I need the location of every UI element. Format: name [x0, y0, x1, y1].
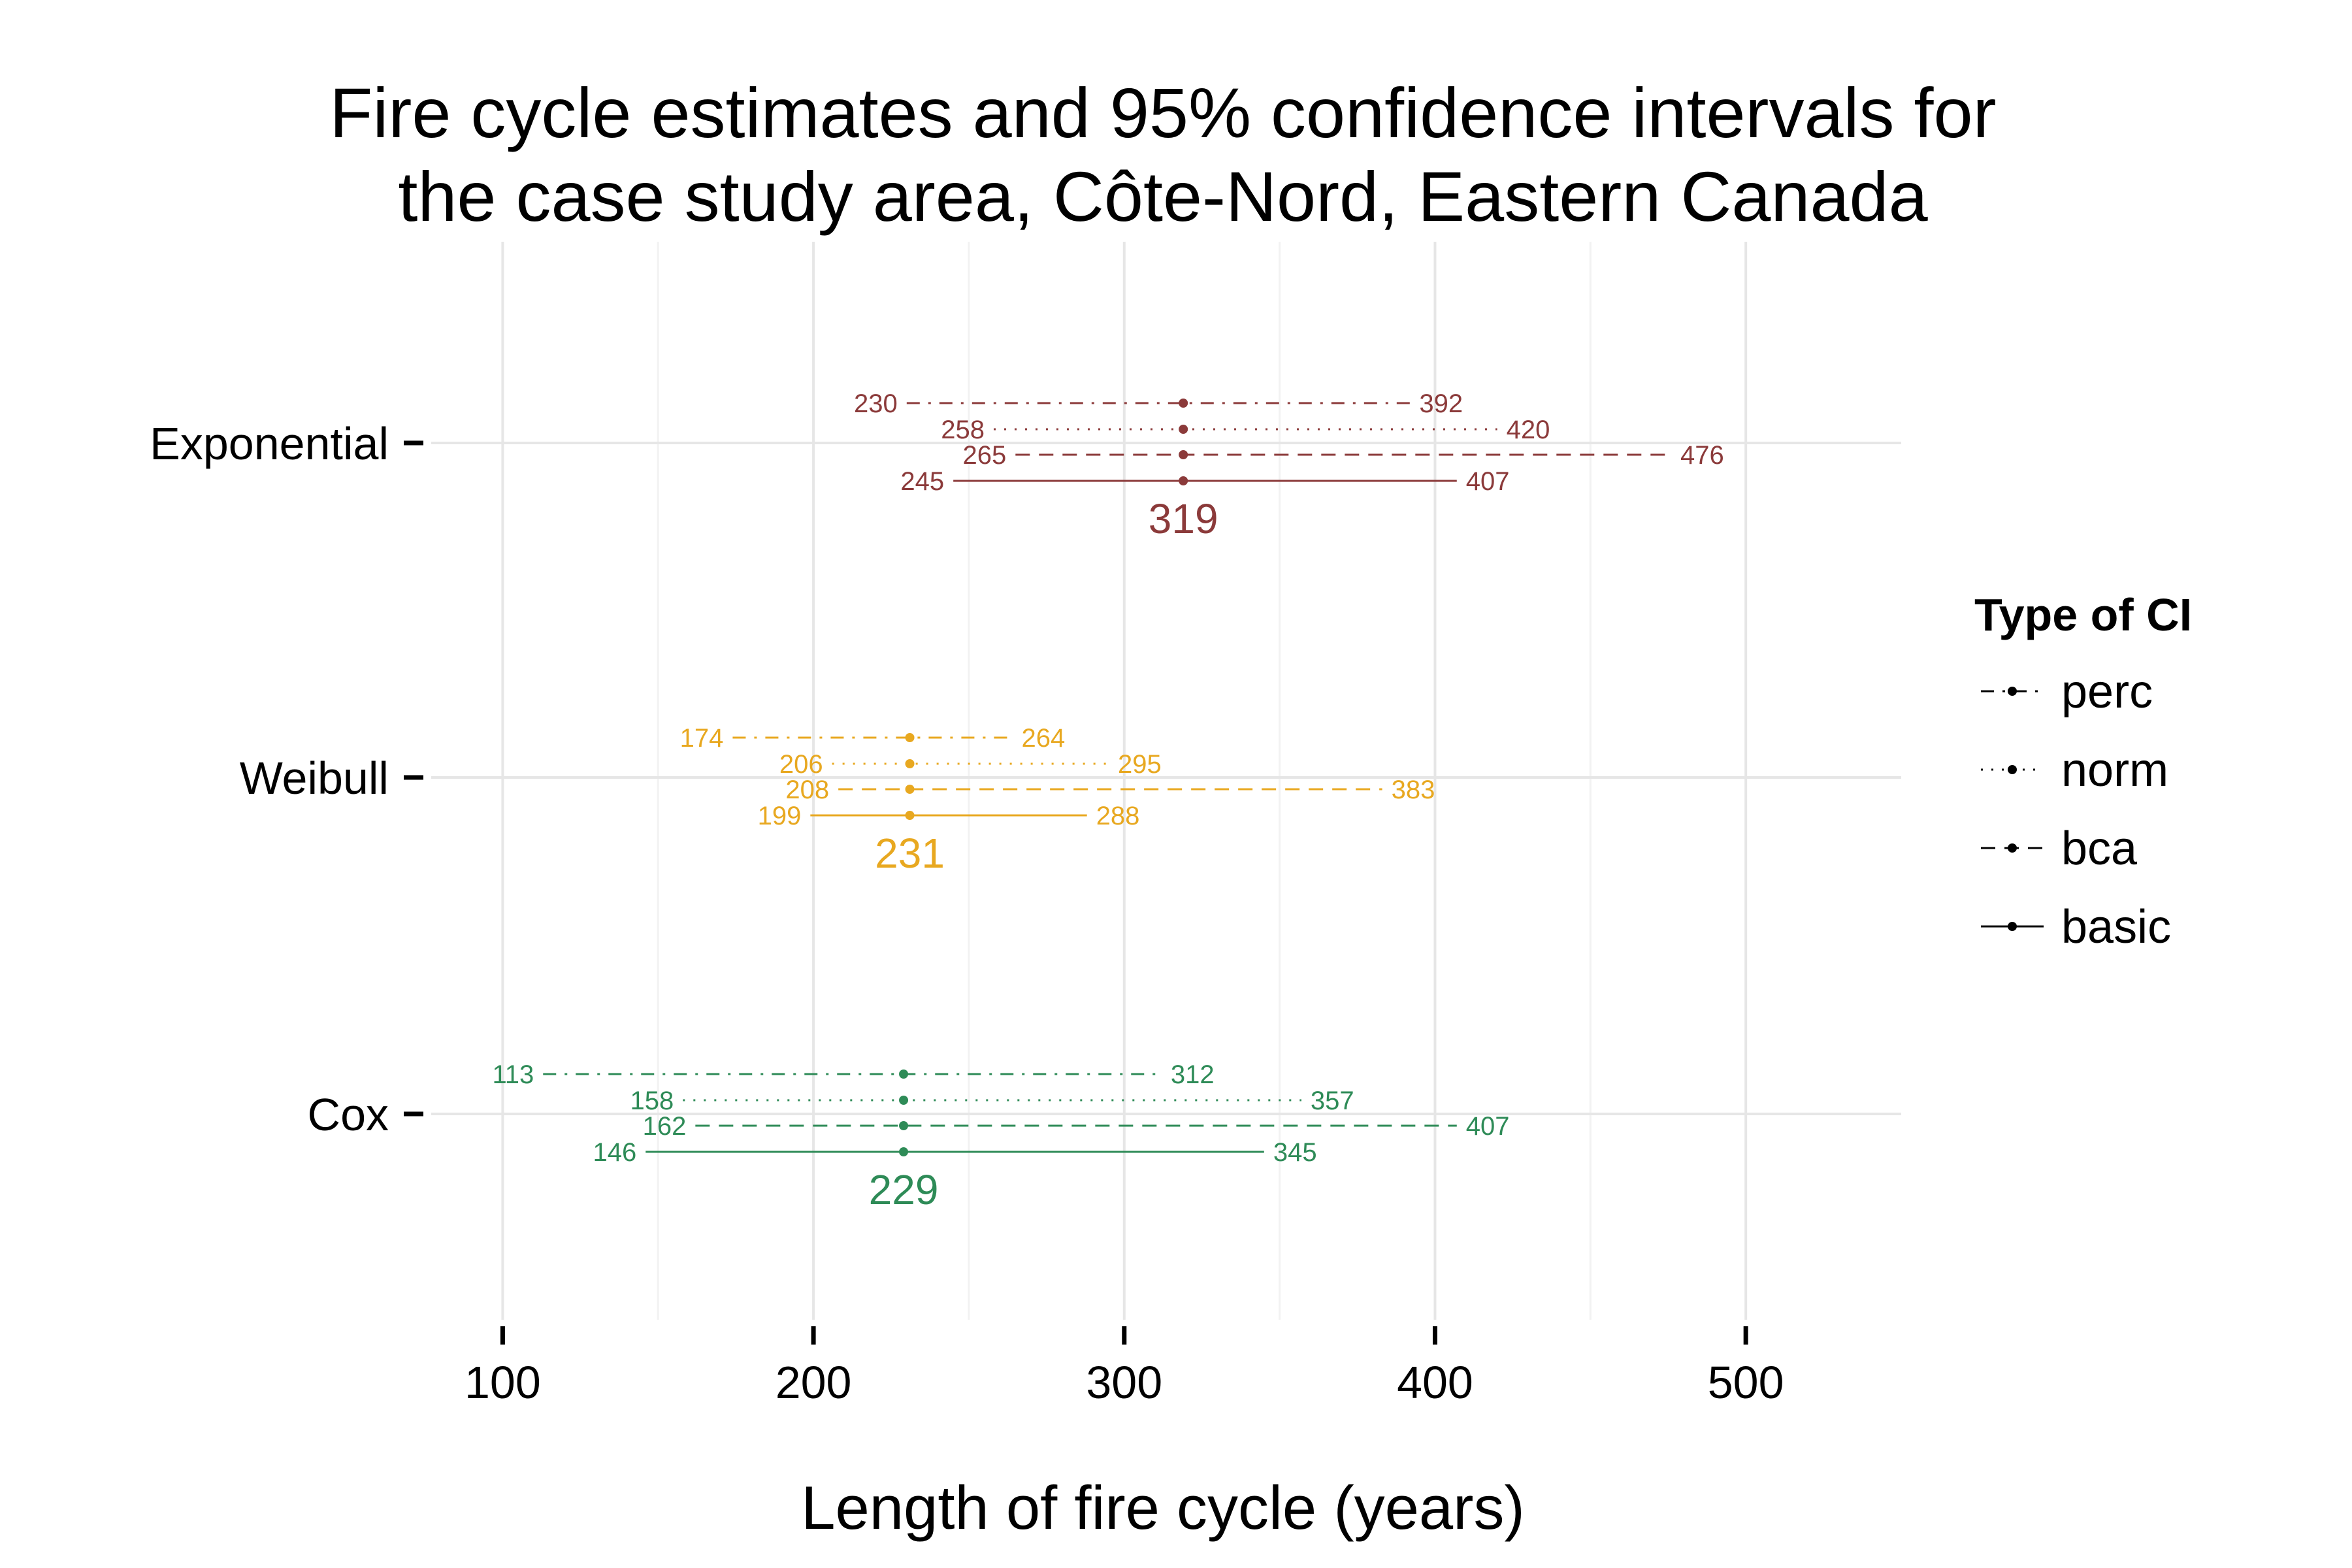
legend-item-norm: norm: [1981, 744, 2168, 796]
estimate-point: [1179, 425, 1188, 434]
legend-label: perc: [2061, 666, 2153, 718]
ci-lower-label: 199: [758, 802, 802, 830]
estimate-point: [905, 811, 915, 820]
y-tick-label: Cox: [308, 1089, 389, 1140]
ci-lower-label: 146: [593, 1138, 636, 1167]
estimate-point: [899, 1147, 909, 1156]
x-tick-label: 200: [776, 1357, 852, 1408]
y-tick-label: Exponential: [150, 418, 389, 469]
chart-title-line-1: Fire cycle estimates and 95% confidence …: [329, 73, 1996, 152]
x-tick-label: 100: [465, 1357, 541, 1408]
estimate-point: [1179, 476, 1188, 485]
legend-item-perc: perc: [1981, 666, 2153, 718]
ci-upper-label: 264: [1022, 724, 1066, 753]
ci-upper-label: 392: [1419, 389, 1463, 418]
legend-label: basic: [2061, 901, 2171, 953]
legend: Type of CI perc norm bca basic: [1974, 589, 2192, 953]
ci-lower-label: 230: [854, 389, 898, 418]
series-cox: 113 312 158 357 162 407 146 345 229: [492, 1060, 1509, 1213]
ci-lower-label: 113: [492, 1060, 534, 1089]
estimate-label: 231: [875, 830, 945, 877]
legend-swatch-point: [2008, 765, 2017, 774]
legend-swatch-point: [2008, 922, 2017, 931]
ci-lower-label: 158: [630, 1086, 674, 1115]
ci-lower-label: 174: [680, 724, 724, 753]
estimate-point: [899, 1121, 909, 1130]
ci-lower-label: 258: [941, 416, 985, 444]
x-axis-title: Length of fire cycle (years): [801, 1473, 1525, 1542]
x-tick-label: 500: [1708, 1357, 1784, 1408]
estimate-label: 319: [1149, 495, 1218, 542]
estimate-point: [1179, 399, 1188, 408]
ci-upper-label: 295: [1118, 750, 1162, 779]
estimate-point: [1179, 450, 1188, 459]
estimate-point: [905, 785, 915, 794]
ci-lower-label: 162: [643, 1112, 687, 1141]
plot-data: 230 392 258 420 265 476 245 407 319 174 264 206 295 2…: [492, 389, 1723, 1213]
ci-upper-label: 383: [1392, 776, 1435, 804]
estimate-point: [905, 733, 915, 742]
ci-upper-label: 407: [1466, 467, 1510, 496]
ci-lower-label: 208: [785, 776, 829, 804]
series-weibull: 174 264 206 295 208 383 199 288 231: [680, 724, 1435, 877]
ci-upper-label: 312: [1171, 1060, 1215, 1089]
grid: [431, 242, 1901, 1320]
legend-item-basic: basic: [1981, 901, 2171, 953]
legend-swatch-point: [2008, 687, 2017, 696]
x-tick-label: 300: [1086, 1357, 1162, 1408]
ci-upper-label: 407: [1466, 1112, 1510, 1141]
legend-swatch-point: [2008, 843, 2017, 853]
ci-lower-label: 265: [963, 441, 1007, 470]
y-tick-label: Weibull: [240, 753, 389, 804]
ci-upper-label: 288: [1096, 802, 1140, 830]
legend-title: Type of CI: [1974, 589, 2192, 640]
ci-upper-label: 476: [1680, 441, 1724, 470]
estimate-point: [899, 1070, 909, 1079]
ci-upper-label: 345: [1273, 1138, 1317, 1167]
estimate-point: [899, 1096, 909, 1105]
estimate-label: 229: [869, 1166, 939, 1213]
series-exponential: 230 392 258 420 265 476 245 407 319: [854, 389, 1724, 542]
legend-label: norm: [2061, 744, 2168, 796]
ci-upper-label: 420: [1507, 416, 1550, 444]
ci-lower-label: 245: [900, 467, 944, 496]
ci-lower-label: 206: [779, 750, 823, 779]
legend-label: bca: [2061, 823, 2138, 875]
x-tick-label: 400: [1397, 1357, 1473, 1408]
legend-item-bca: bca: [1981, 823, 2138, 875]
axes: 100 200 300 400 500 Exponential Weibull Cox: [150, 418, 1784, 1408]
chart-title-line-2: the case study area, Côte-Nord, Eastern …: [398, 157, 1928, 236]
estimate-point: [905, 759, 915, 768]
ci-upper-label: 357: [1311, 1086, 1354, 1115]
